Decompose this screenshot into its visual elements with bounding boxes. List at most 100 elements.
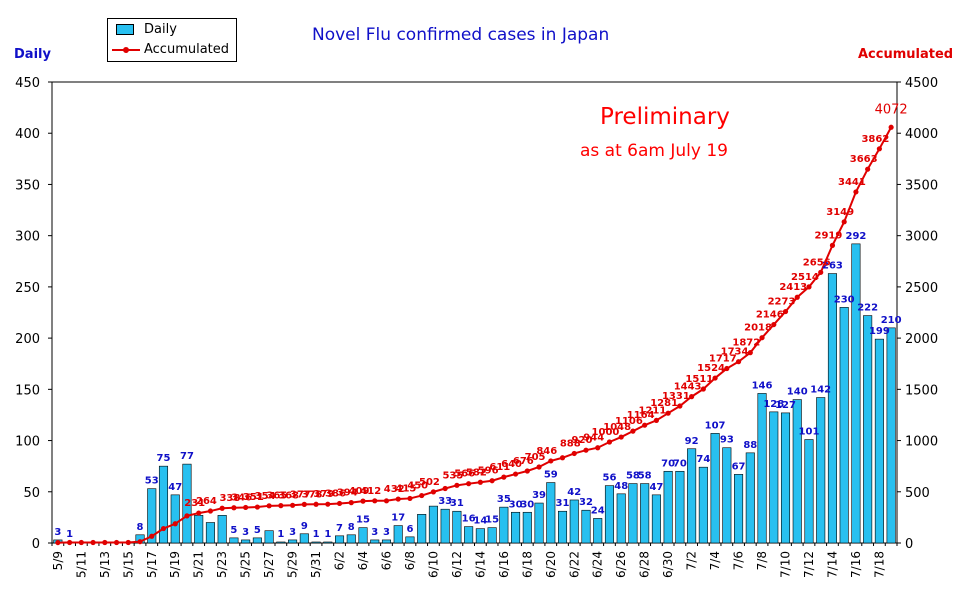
daily-bar [417,514,427,544]
accumulated-data-label: 1717 [709,354,737,365]
accumulated-marker [724,365,730,372]
accumulated-marker [735,359,742,365]
daily-data-label: 230 [834,294,855,305]
daily-bar [886,327,896,544]
accumulated-marker [325,501,331,507]
accumulated-marker [700,386,706,392]
daily-data-label: 30 [509,499,523,510]
y-tick-label-left: 400 [15,127,40,142]
accumulated-marker [184,513,190,519]
daily-bar [288,539,298,544]
x-tick-label: 5/19 [168,551,182,578]
x-tick-label: 5/23 [215,551,229,578]
accumulated-marker [583,447,589,453]
accumulated-data-label: 365 [266,491,287,502]
daily-data-label: 263 [822,261,843,272]
accumulated-marker [559,455,566,461]
accumulated-data-label: 379 [313,489,334,500]
daily-bar [299,533,309,544]
daily-data-label: 42 [567,487,581,498]
legend-item-daily: Daily [112,21,234,39]
daily-data-label: 3 [289,527,296,538]
accumulated-marker [818,269,824,275]
daily-bar [734,474,744,544]
daily-data-label: 92 [685,436,699,447]
accumulated-marker [642,422,648,428]
daily-data-label: 1 [66,529,73,540]
daily-bar [229,537,239,544]
daily-bar [464,526,474,544]
daily-data-label: 93 [720,435,734,446]
daily-bar [851,243,861,544]
daily-bar [440,508,450,544]
daily-data-label: 8 [137,522,144,533]
accumulated-marker [430,489,437,495]
x-tick-label: 6/6 [379,551,393,570]
x-tick-label: 6/30 [661,551,675,578]
accumulated-data-label: 409 [349,486,370,497]
daily-data-label: 74 [696,454,710,465]
accumulated-data-label: 1443 [674,382,702,393]
y-tick-label-right: 1000 [905,435,938,450]
daily-bar [381,539,392,544]
accumulated-marker [477,479,483,485]
accumulated-data-label: 888 [560,438,581,449]
y-tick-label-left: 300 [15,230,40,245]
accumulated-marker [630,428,636,434]
x-tick-label: 7/10 [779,551,793,578]
accumulated-marker [336,500,343,507]
daily-bar [182,463,192,544]
accumulated-data-label: 1164 [627,410,655,421]
y-tick-label-right: 500 [905,486,930,501]
daily-bar [276,541,286,544]
y-axis-left-title: Daily [14,47,51,62]
x-tick-label: 6/20 [544,551,558,578]
y-axis-right-title: Accumulated [858,47,954,62]
daily-data-label: 32 [579,497,593,508]
y-tick-label-left: 50 [23,486,40,501]
accumulated-data-label: 346 [231,492,252,503]
accumulated-marker [806,284,812,290]
y-tick-label-left: 200 [15,332,40,347]
accumulated-marker [137,539,143,545]
daily-bar [675,470,685,544]
daily-data-label: 33 [438,496,452,507]
daily-data-label: 1 [313,529,320,540]
accumulated-marker [172,521,178,527]
accumulated-marker [160,525,167,532]
x-tick-label: 6/16 [497,551,511,578]
accumulated-marker [876,146,882,152]
accumulated-marker [395,496,401,502]
daily-bar [557,510,568,544]
daily-data-label: 3 [54,527,61,538]
accumulated-marker [606,439,613,445]
accumulated-data-label: 2018 [744,323,772,334]
accumulated-data-label: 338 [219,493,240,504]
accumulated-data-label: 2656 [803,257,831,268]
daily-bar [816,397,826,544]
daily-data-label: 31 [556,498,570,509]
legend-label-daily: Daily [144,22,177,37]
daily-data-label: 146 [752,380,773,391]
accumulated-marker [407,495,413,502]
daily-bar [452,510,462,544]
daily-data-label: 3 [371,527,378,538]
accumulated-data-label: 2146 [756,310,784,321]
x-tick-label: 6/4 [356,551,370,570]
daily-bar [205,522,215,544]
daily-data-label: 39 [532,490,546,501]
daily-data-label: 15 [485,515,499,526]
daily-data-label: 47 [168,482,182,493]
accumulated-marker [501,474,507,480]
legend: Daily Accumulated [107,18,237,62]
accumulated-data-label: 846 [536,446,557,457]
x-tick-label: 7/16 [849,551,863,578]
y-tick-label-right: 2000 [905,332,938,347]
daily-bar [487,527,497,544]
accumulated-marker [301,501,307,507]
daily-data-label: 75 [157,453,171,464]
daily-bar [663,470,673,544]
accumulated-data-label: 386 [325,488,346,499]
x-tick-label: 7/8 [755,551,769,570]
accumulated-data-label: 582 [466,467,487,478]
